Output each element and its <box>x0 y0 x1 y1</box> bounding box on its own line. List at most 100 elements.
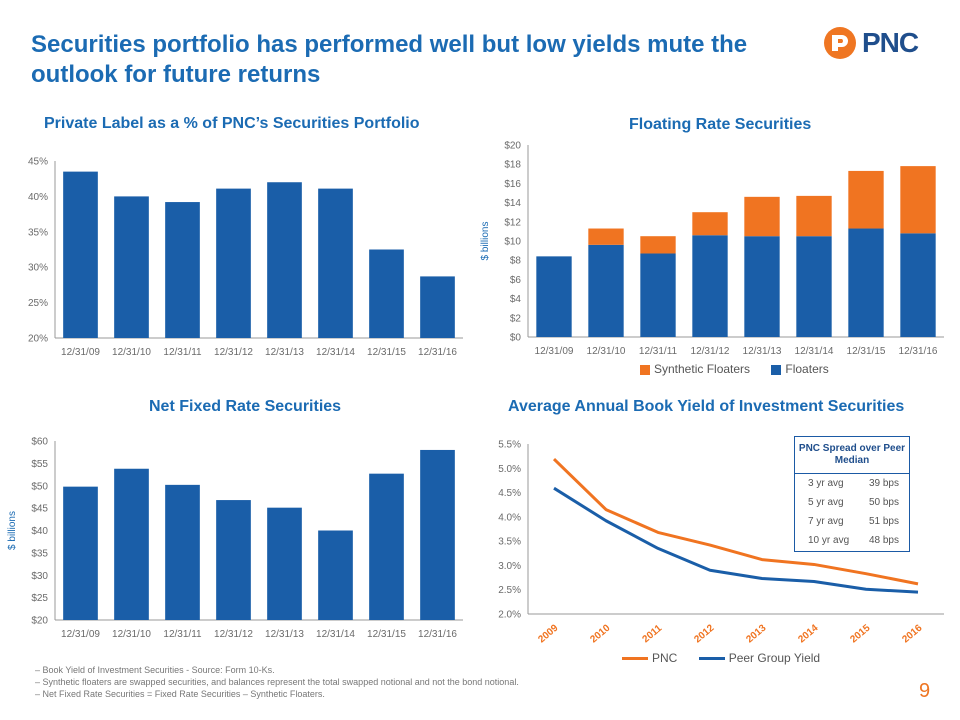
x-tick-label: 12/31/14 <box>316 347 355 358</box>
bar-synthetic-floaters <box>744 196 780 237</box>
x-tick-label: 12/31/13 <box>265 347 304 358</box>
y-tick-label: $16 <box>504 179 521 190</box>
chart-title-floating-rate: Floating Rate Securities <box>629 116 812 133</box>
spread-label: 3 yr avg <box>808 478 844 489</box>
y-tick-label: 2.0% <box>498 610 521 621</box>
x-tick-label: 12/31/13 <box>265 629 304 640</box>
y-tick-label: 35% <box>28 227 48 238</box>
x-tick-label: 2014 <box>796 622 820 645</box>
x-tick-label: 12/31/11 <box>163 347 202 358</box>
x-tick-label: 2011 <box>641 623 665 646</box>
x-tick-label: 2010 <box>588 622 612 645</box>
y-tick-label: $35 <box>31 548 48 559</box>
pnc-logo: PNC <box>822 25 932 65</box>
footnote: – Net Fixed Rate Securities = Fixed Rate… <box>35 689 325 699</box>
bar <box>369 249 404 338</box>
bar <box>267 507 302 620</box>
y-tick-label: $14 <box>504 198 521 209</box>
chart-title-book-yield: Average Annual Book Yield of Investment … <box>508 398 905 415</box>
bar-synthetic-floaters <box>900 166 936 234</box>
page-title: Securities portfolio has performed well … <box>31 31 748 88</box>
spread-label: 7 yr avg <box>808 516 844 527</box>
bar <box>318 530 353 620</box>
y-axis-label: $ billions <box>7 511 18 550</box>
legend-label: Peer Group Yield <box>728 651 821 665</box>
x-tick-label: 12/31/14 <box>795 346 834 357</box>
y-tick-label: 2.5% <box>498 585 521 596</box>
y-tick-label: 4.5% <box>498 488 521 499</box>
y-tick-label: 25% <box>28 298 48 309</box>
spread-label: 10 yr avg <box>808 535 850 546</box>
y-tick-label: $6 <box>510 275 522 286</box>
y-tick-label: $60 <box>31 437 48 448</box>
x-tick-label: 12/31/16 <box>899 346 938 357</box>
pnc-logo-icon <box>824 27 856 59</box>
x-tick-label: 2012 <box>692 622 716 645</box>
y-tick-label: $20 <box>31 616 48 627</box>
bar-floaters <box>796 236 832 337</box>
x-tick-label: 12/31/09 <box>61 347 100 358</box>
y-axis-label: $ billions <box>480 222 491 261</box>
bar-synthetic-floaters <box>796 195 832 237</box>
footnote: – Synthetic floaters are swapped securit… <box>35 677 519 687</box>
bar <box>63 171 98 338</box>
bar-synthetic-floaters <box>640 236 676 254</box>
spread-row: 3 yr avg 39 bps <box>795 474 909 493</box>
spread-row: 10 yr avg 48 bps <box>795 531 909 550</box>
x-tick-label: 2013 <box>744 622 768 645</box>
bar-synthetic-floaters <box>588 228 624 245</box>
legend-label: Floaters <box>785 362 829 376</box>
bar <box>114 468 149 620</box>
bar <box>114 196 149 338</box>
chart-title-net-fixed: Net Fixed Rate Securities <box>149 398 342 415</box>
x-tick-label: 12/31/10 <box>112 347 151 358</box>
y-tick-label: 30% <box>28 263 48 274</box>
page-number: 9 <box>919 680 931 702</box>
y-tick-label: 20% <box>28 334 48 345</box>
bar-synthetic-floaters <box>848 170 884 229</box>
y-tick-label: 40% <box>28 192 48 203</box>
y-tick-label: 45% <box>28 157 48 168</box>
y-tick-label: $2 <box>510 313 522 324</box>
x-tick-label: 12/31/14 <box>316 629 355 640</box>
bar <box>165 484 200 620</box>
bar <box>420 449 455 620</box>
spread-value: 50 bps <box>868 497 899 508</box>
spread-table-title: PNC Spread over Peer Median <box>795 437 909 474</box>
y-tick-label: $55 <box>31 459 48 470</box>
logo-text: PNC <box>862 27 919 58</box>
y-tick-label: $20 <box>504 141 521 152</box>
y-tick-label: 3.0% <box>498 561 521 572</box>
spread-value: 48 bps <box>868 535 899 546</box>
x-tick-label: 12/31/12 <box>691 346 730 357</box>
x-tick-label: 12/31/16 <box>418 629 457 640</box>
x-tick-label: 12/31/11 <box>639 346 678 357</box>
bar <box>267 182 302 338</box>
x-tick-label: 12/31/13 <box>743 346 782 357</box>
y-tick-label: 3.5% <box>498 537 521 548</box>
legend-swatch-orange <box>640 364 650 375</box>
legend-line-blue <box>698 657 725 661</box>
bar <box>63 486 98 620</box>
y-tick-label: $45 <box>31 504 48 515</box>
y-tick-label: $18 <box>504 160 521 171</box>
floating-rate-legend: Synthetic Floaters Floaters <box>640 362 847 376</box>
y-tick-label: $50 <box>31 481 48 492</box>
chart-title-private-label: Private Label as a % of PNC’s Securities… <box>44 115 420 132</box>
legend-item-floaters: Floaters <box>771 362 829 376</box>
bar <box>369 473 404 620</box>
spread-table: PNC Spread over Peer Median 3 yr avg 39 b… <box>794 436 910 552</box>
spread-row: 7 yr avg 51 bps <box>795 512 909 531</box>
y-tick-label: $25 <box>31 593 48 604</box>
legend-item-synthetic: Synthetic Floaters <box>640 362 750 376</box>
x-tick-label: 12/31/09 <box>535 346 574 357</box>
x-tick-label: 12/31/12 <box>214 629 253 640</box>
legend-line-orange <box>622 657 648 661</box>
bar-floaters <box>900 233 936 337</box>
y-tick-label: 5.0% <box>498 464 521 475</box>
bar-synthetic-floaters <box>692 212 728 236</box>
x-tick-label: 12/31/10 <box>112 629 151 640</box>
bar-floaters <box>640 253 676 337</box>
legend-item-peer: Peer Group Yield <box>698 651 821 665</box>
